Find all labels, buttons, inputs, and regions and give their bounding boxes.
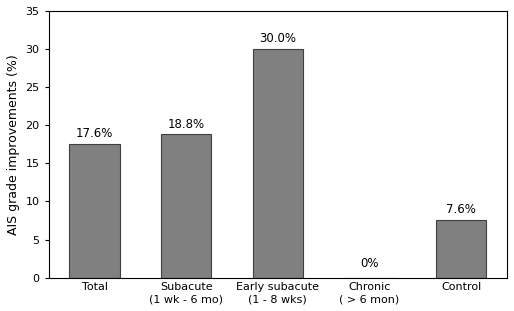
Y-axis label: AIS grade improvements (%): AIS grade improvements (%) [7,54,20,234]
Text: 18.8%: 18.8% [168,118,205,131]
Text: 30.0%: 30.0% [260,32,297,45]
Text: 0%: 0% [360,257,379,270]
Bar [69,143,120,278]
Bar [253,49,303,278]
Bar [436,220,486,278]
Text: 17.6%: 17.6% [76,127,114,140]
Text: 7.6%: 7.6% [446,203,476,216]
Bar [161,134,211,278]
